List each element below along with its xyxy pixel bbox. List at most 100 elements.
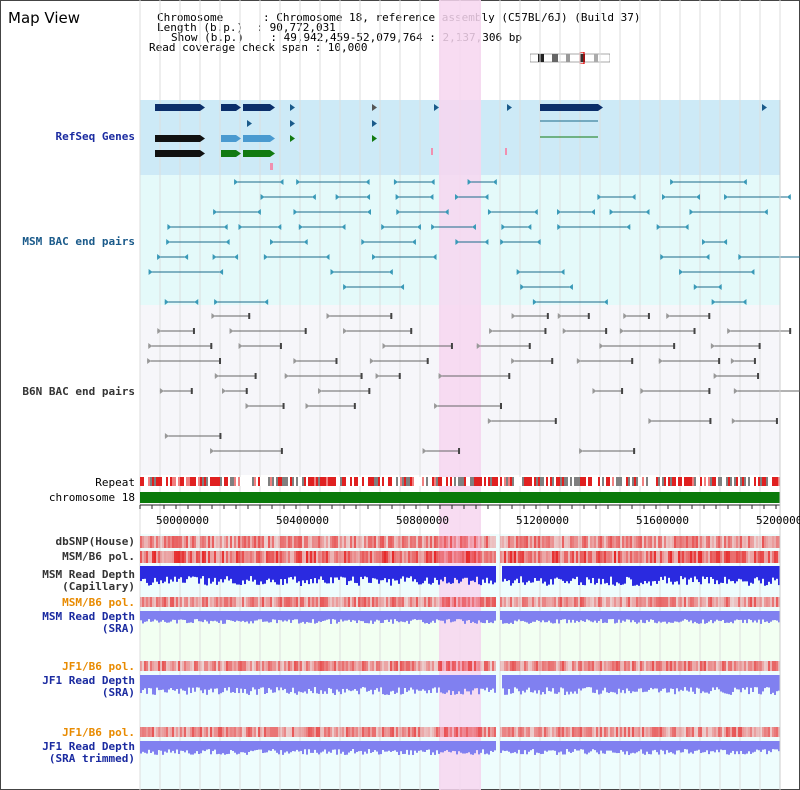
read-depth-bar xyxy=(466,675,468,692)
polymorphism-cell xyxy=(272,536,274,548)
read-depth-bar xyxy=(644,741,646,755)
polymorphism-cell xyxy=(758,551,760,563)
polymorphism-cell xyxy=(664,536,666,548)
read-depth-bar xyxy=(568,741,570,752)
track-label-jf1-b6-pol-2[interactable]: JF1/B6 pol. xyxy=(62,726,135,739)
msm-bac-end xyxy=(372,254,377,260)
repeat-segment xyxy=(594,477,596,486)
read-depth-bar xyxy=(730,566,732,582)
read-depth-bar xyxy=(450,675,452,695)
polymorphism-cell xyxy=(324,597,326,607)
track-label-b6n-bac[interactable]: B6N BAC end pairs xyxy=(22,385,135,398)
read-depth-bar xyxy=(602,611,604,624)
msm-bac-end xyxy=(432,254,437,260)
repeat-segment xyxy=(734,477,736,486)
polymorphism-cell xyxy=(312,536,314,548)
polymorphism-cell xyxy=(394,536,396,548)
polymorphism-cell xyxy=(762,727,764,737)
track-label-msm-read-cap[interactable]: MSM Read Depth xyxy=(42,568,135,581)
repeat-segment xyxy=(290,477,292,486)
polymorphism-cell xyxy=(172,536,174,548)
read-depth-bar xyxy=(400,611,402,622)
polymorphism-cell xyxy=(190,727,192,737)
polymorphism-cell xyxy=(666,551,668,563)
read-depth-bar xyxy=(214,566,216,578)
polymorphism-cell xyxy=(186,727,188,737)
polymorphism-cell xyxy=(450,551,452,563)
track-label-jf1-b6-pol-1[interactable]: JF1/B6 pol. xyxy=(62,660,135,673)
read-depth-bar xyxy=(738,741,740,755)
read-depth-bar xyxy=(170,611,172,622)
polymorphism-cell xyxy=(692,661,694,671)
read-depth-bar xyxy=(532,741,534,750)
read-depth-bar xyxy=(478,611,480,621)
repeat-segment xyxy=(162,477,164,486)
b6n-bac-end xyxy=(499,403,502,409)
read-depth-bar xyxy=(752,741,754,753)
repeat-segment xyxy=(218,477,220,486)
polymorphism-cell xyxy=(660,597,662,607)
polymorphism-cell xyxy=(306,551,308,563)
track-label-msm-read-sra[interactable]: MSM Read Depth xyxy=(42,610,135,623)
polymorphism-cell xyxy=(162,536,164,548)
track-label-msm-b6-pol-1[interactable]: MSM/B6 pol. xyxy=(62,550,135,563)
track-label-jf1-read-sra[interactable]: JF1 Read Depth xyxy=(42,674,135,687)
read-depth-bar xyxy=(442,611,444,621)
read-depth-bar xyxy=(694,741,696,751)
polymorphism-cell xyxy=(196,661,198,671)
track-label-refseq[interactable]: RefSeq Genes xyxy=(55,130,135,143)
polymorphism-cell xyxy=(492,727,494,737)
polymorphism-cell xyxy=(398,597,400,607)
track-label-msm-bac[interactable]: MSM BAC end pairs xyxy=(22,235,135,248)
b6n-bac-end xyxy=(214,373,219,379)
polymorphism-cell xyxy=(502,727,504,737)
polymorphism-cell xyxy=(628,727,630,737)
read-depth-bar xyxy=(724,611,726,624)
repeat-segment xyxy=(376,477,378,486)
polymorphism-cell xyxy=(720,551,722,563)
track-label-repeat[interactable]: Repeat xyxy=(95,476,135,489)
polymorphism-cell xyxy=(654,597,656,607)
read-depth-bar xyxy=(190,611,192,623)
read-depth-bar xyxy=(312,611,314,620)
msm-bac-end xyxy=(742,179,747,185)
polymorphism-cell xyxy=(152,551,154,563)
polymorphism-cell xyxy=(270,661,272,671)
read-depth-bar xyxy=(756,566,758,578)
read-depth-bar xyxy=(630,566,632,580)
read-depth-bar xyxy=(352,611,354,621)
polymorphism-cell xyxy=(734,597,736,607)
polymorphism-cell xyxy=(406,551,408,563)
read-depth-bar xyxy=(368,675,370,691)
track-label-jf1-read-trim[interactable]: JF1 Read Depth xyxy=(42,740,135,753)
polymorphism-cell xyxy=(454,551,456,563)
polymorphism-cell xyxy=(702,727,704,737)
polymorphism-cell xyxy=(508,597,510,607)
track-label-chromosome[interactable]: chromosome 18 xyxy=(48,491,135,504)
read-depth-bar xyxy=(608,675,610,694)
read-depth-bar xyxy=(432,566,434,583)
read-depth-bar xyxy=(684,675,686,688)
repeat-segment xyxy=(486,477,488,486)
polymorphism-cell xyxy=(574,661,576,671)
polymorphism-cell xyxy=(568,727,570,737)
repeat-segment xyxy=(394,477,396,486)
track-label-msm-b6-pol-2[interactable]: MSM/B6 pol. xyxy=(62,596,135,609)
polymorphism-cell xyxy=(418,597,420,607)
polymorphism-cell xyxy=(150,727,152,737)
repeat-segment xyxy=(436,477,438,486)
polymorphism-cell xyxy=(694,661,696,671)
track-label-dbsnp[interactable]: dbSNP(House) xyxy=(55,535,135,548)
read-depth-bar xyxy=(516,566,518,579)
read-depth-bar xyxy=(712,611,714,624)
polymorphism-cell xyxy=(568,597,570,607)
polymorphism-cell xyxy=(268,727,270,737)
polymorphism-cell xyxy=(206,597,208,607)
read-depth-bar xyxy=(612,611,614,620)
polymorphism-cell xyxy=(598,536,600,548)
polymorphism-cell xyxy=(698,536,700,548)
polymorphism-cell xyxy=(634,536,636,548)
read-depth-bar xyxy=(682,741,684,753)
polymorphism-cell xyxy=(248,597,250,607)
read-depth-bar xyxy=(454,566,456,578)
